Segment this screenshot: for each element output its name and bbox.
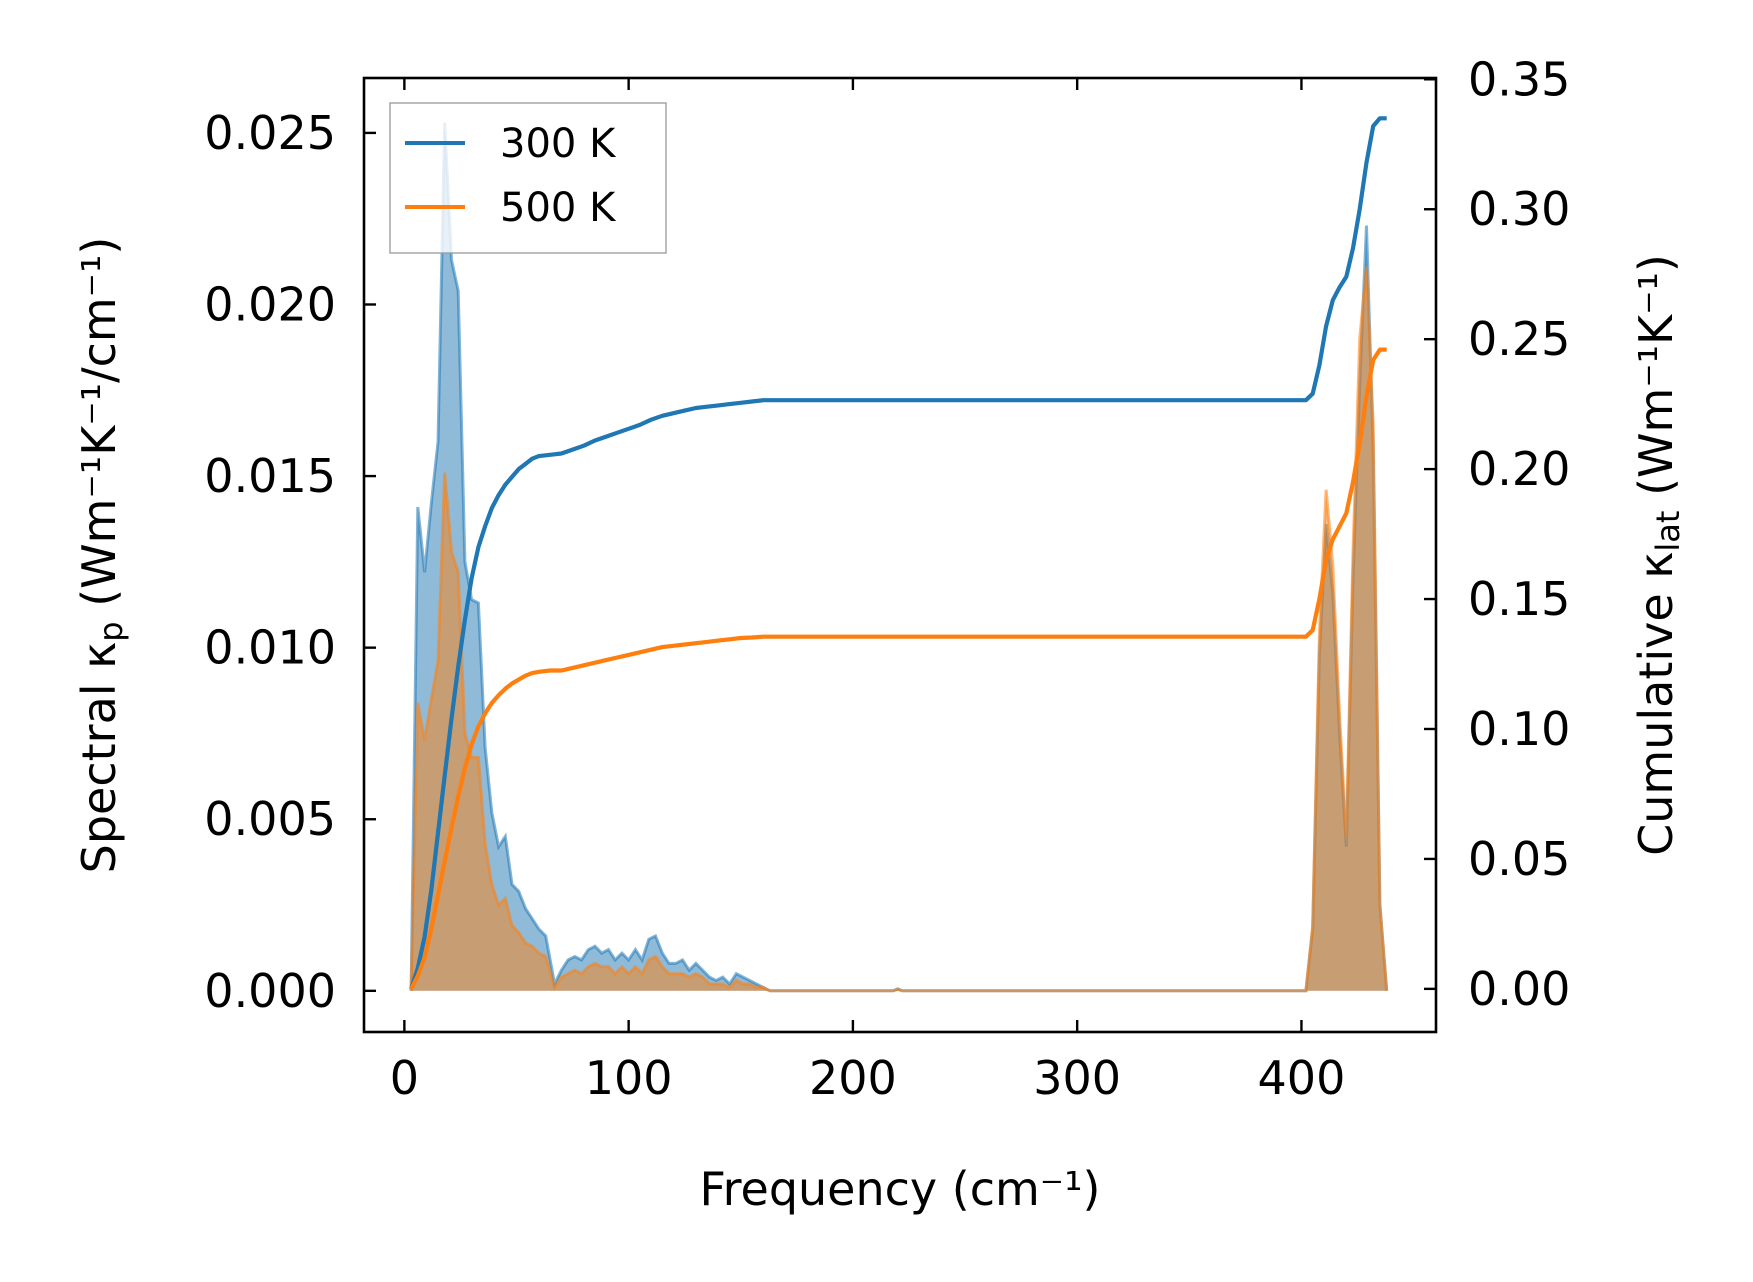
y-right-tick-label: 0.05	[1468, 832, 1570, 886]
y-left-tick-label: 0.010	[204, 621, 336, 675]
y-left-tick-label: 0.000	[204, 964, 336, 1018]
legend-label-500k: 500 K	[500, 185, 617, 231]
spectral-fill-500k	[411, 266, 1387, 991]
x-tick-label: 0	[390, 1051, 419, 1105]
y-left-tick-label: 0.005	[204, 792, 336, 846]
x-axis-title: Frequency (cm⁻¹)	[700, 1162, 1101, 1216]
y-axis-left-title-subscript: p	[92, 621, 130, 641]
spectral-fill-300k	[411, 122, 1387, 991]
y-left-tick-label: 0.025	[204, 106, 336, 160]
y-axis-right-title-subscript: lat	[1649, 511, 1687, 552]
y-axis-right-title: Cumulative κlat (Wm⁻¹K⁻¹)	[1629, 254, 1687, 856]
cumulative-line-300k	[409, 116, 1387, 990]
x-tick-label: 300	[1033, 1051, 1121, 1105]
y-right-tick-label: 0.30	[1468, 182, 1570, 236]
y-axis-left-title-prefix: Spectral κ	[72, 642, 126, 874]
y-right-tick-label: 0.35	[1468, 52, 1570, 106]
y-right-tick-label: 0.15	[1468, 572, 1570, 626]
y-right-tick-label: 0.00	[1468, 962, 1570, 1016]
legend-label-300k: 300 K	[500, 121, 617, 167]
legend-box	[389, 102, 667, 254]
cumulative-line-500k	[409, 347, 1387, 990]
data-lines	[409, 116, 1387, 990]
spectral-fills	[409, 122, 1389, 993]
x-tick-label: 400	[1258, 1051, 1346, 1105]
y-left-tick-label: 0.015	[204, 449, 336, 503]
legend: 300 K 500 K	[389, 102, 667, 254]
y-axis-right-title-suffix: (Wm⁻¹K⁻¹)	[1629, 254, 1683, 510]
y-left-tick-label: 0.020	[204, 277, 336, 331]
y-right-tick-label: 0.20	[1468, 442, 1570, 496]
plot-frame	[362, 76, 1438, 1034]
axis-ticks: 0 100 200 300 400 0.000 0.005 0.010 0.015 0.020 0.…	[204, 52, 1570, 1105]
x-tick-label: 100	[585, 1051, 673, 1105]
x-tick-label: 200	[809, 1051, 897, 1105]
y-axis-left-title-suffix: (Wm⁻¹K⁻¹/cm⁻¹)	[72, 237, 126, 622]
spectral-line-500k	[409, 266, 1389, 993]
y-axis-right-title-prefix: Cumulative κ	[1629, 552, 1683, 856]
y-right-tick-label: 0.10	[1468, 702, 1570, 756]
y-right-tick-label: 0.25	[1468, 312, 1570, 366]
y-axis-left-title: Spectral κp (Wm⁻¹K⁻¹/cm⁻¹)	[72, 237, 130, 874]
